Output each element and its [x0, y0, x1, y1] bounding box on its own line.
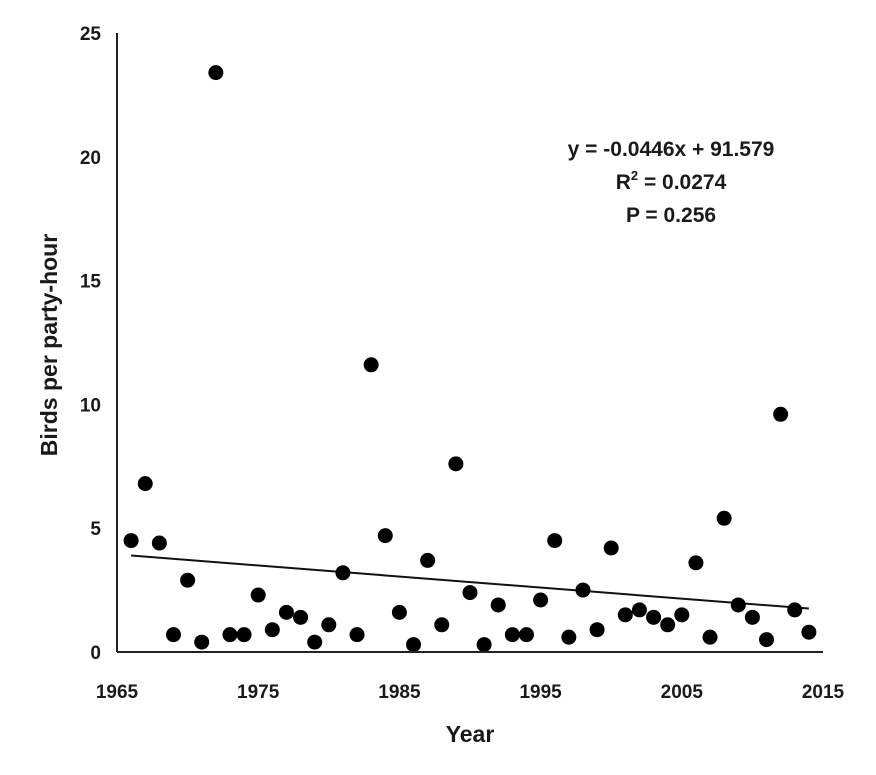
data-point [688, 555, 704, 571]
x-tick-label: 1995 [519, 682, 562, 703]
data-point [236, 627, 252, 643]
data-point [575, 582, 591, 598]
data-point [787, 602, 803, 618]
x-tick-label: 1965 [96, 682, 139, 703]
data-point [208, 65, 224, 81]
data-point [363, 357, 379, 373]
data-point [377, 528, 393, 544]
y-tick-label: 25 [80, 24, 102, 45]
data-point [759, 632, 775, 648]
points-layer [123, 65, 817, 653]
p-value-text: P = 0.256 [626, 204, 716, 227]
data-point [151, 535, 167, 551]
x-axis-title: Year [446, 721, 495, 747]
data-point [194, 634, 210, 650]
data-point [561, 629, 577, 645]
x-tick-label: 2005 [661, 682, 704, 703]
data-point [744, 609, 760, 625]
y-tick-label: 5 [90, 519, 101, 540]
r-squared-text: R2 = 0.0274 [616, 168, 727, 194]
data-point [278, 604, 294, 620]
y-tick-label: 15 [80, 272, 102, 293]
data-point [504, 627, 520, 643]
data-point [250, 587, 266, 603]
data-point [406, 637, 422, 653]
data-point [773, 406, 789, 422]
data-point [716, 510, 732, 526]
x-tick-labels: 1965 1975 1985 1995 2005 2015 [96, 682, 845, 703]
data-point [476, 637, 492, 653]
trendline [131, 554, 809, 610]
data-point [730, 597, 746, 613]
axes-layer [116, 33, 823, 653]
x-tick-label: 2015 [802, 682, 845, 703]
data-point [589, 622, 605, 638]
x-tick-label: 1985 [378, 682, 421, 703]
data-point [448, 456, 464, 472]
data-point [490, 597, 506, 613]
y-tick-labels: 0 5 10 15 20 25 [80, 24, 102, 664]
data-point [518, 627, 534, 643]
data-point [391, 604, 407, 620]
data-point [420, 552, 436, 568]
data-point [533, 592, 549, 608]
data-point [702, 629, 718, 645]
r-squared-prefix: R [616, 171, 631, 194]
data-point [646, 609, 662, 625]
regression-annotation: y = -0.0446x + 91.579 R2 = 0.0274 P = 0.… [568, 138, 775, 227]
r-squared-value: = 0.0274 [638, 171, 726, 194]
data-point [321, 617, 337, 633]
data-point [462, 585, 478, 601]
data-point [603, 540, 619, 556]
data-point [123, 533, 139, 549]
data-point [165, 627, 181, 643]
r-squared-superscript: 2 [631, 168, 638, 183]
data-point [801, 624, 817, 640]
data-point [293, 609, 309, 625]
data-point [264, 622, 280, 638]
data-point [335, 565, 351, 581]
y-tick-label: 20 [80, 148, 101, 169]
data-point [617, 607, 633, 623]
data-point [307, 634, 323, 650]
data-point [180, 572, 196, 588]
data-point [674, 607, 690, 623]
data-point [349, 627, 365, 643]
y-tick-label: 10 [80, 395, 101, 416]
regression-equation: y = -0.0446x + 91.579 [568, 138, 775, 161]
trendline-layer [131, 554, 809, 610]
data-point [547, 533, 563, 549]
data-point [434, 617, 450, 633]
data-point [631, 602, 647, 618]
data-point [660, 617, 676, 633]
data-point [222, 627, 238, 643]
data-point [137, 476, 153, 492]
y-axis-title: Birds per party-hour [36, 234, 62, 456]
y-tick-label: 0 [90, 643, 101, 664]
x-tick-label: 1975 [237, 682, 280, 703]
